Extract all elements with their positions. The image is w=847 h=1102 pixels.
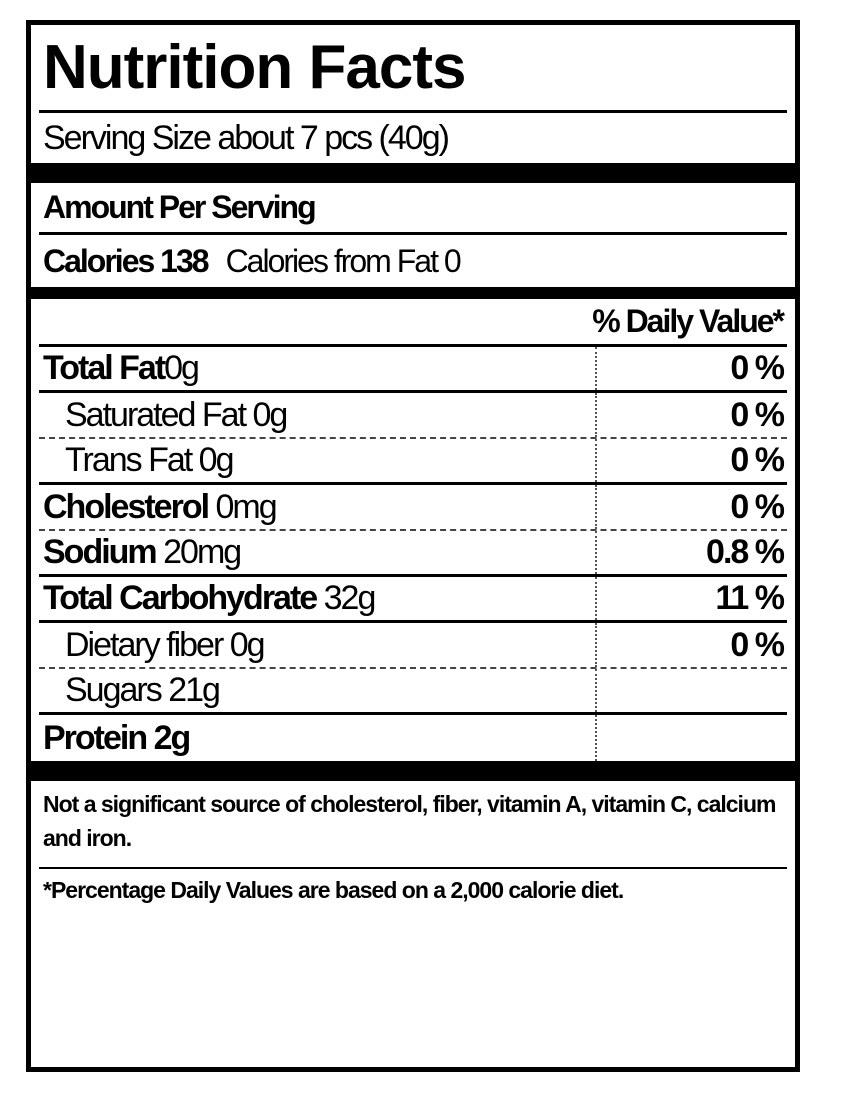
nutrient-amount: 32g xyxy=(323,579,377,617)
calories-row: Calories 138 Calories from Fat 0 xyxy=(39,235,787,287)
nutrient-amount: 0g xyxy=(229,625,266,664)
nutrient-row-dietary-fiber: Dietary fiber 0g 0 % xyxy=(39,623,787,669)
nutrient-amount: 21g xyxy=(168,671,221,709)
thick-divider-middle xyxy=(31,287,795,299)
serving-size: Serving Size about 7 pcs (40g) xyxy=(43,118,450,157)
nutrient-row-saturated-fat: Saturated Fat 0g 0 % xyxy=(39,393,787,439)
calories-from-fat: Calories from Fat 0 xyxy=(225,242,462,279)
daily-value-header: % Daily Value* xyxy=(39,299,787,347)
nutrition-facts-label: Nutrition Facts Serving Size about 7 pcs… xyxy=(26,20,800,1072)
nutrient-amount: 0g xyxy=(164,349,200,387)
nutrient-daily-value: 0 % xyxy=(730,487,785,526)
nutrient-row-sodium: Sodium 20mg 0.8 % xyxy=(39,531,787,577)
nutrient-name: Saturated Fat xyxy=(65,395,247,434)
nutrient-daily-value: 11 % xyxy=(715,579,785,617)
nutrient-amount: 0mg xyxy=(215,487,278,526)
footnote-daily-values: *Percentage Daily Values are based on a … xyxy=(43,877,624,903)
nutrient-daily-value: 0 % xyxy=(730,349,785,387)
label-title: Nutrition Facts xyxy=(39,25,787,113)
nutrient-name: Total Fat xyxy=(43,349,166,387)
nutrient-amount: 20mg xyxy=(163,533,242,571)
nutrient-name: Trans Fat xyxy=(65,441,193,479)
nutrient-name: Dietary fiber xyxy=(65,625,224,664)
nutrient-daily-value: 0 % xyxy=(730,395,785,434)
nutrient-row-sugars: Sugars 21g xyxy=(39,669,787,715)
nutrient-name: Sugars xyxy=(65,671,163,709)
calories: Calories 138 xyxy=(43,242,210,279)
nutrient-amount: 2g xyxy=(153,718,192,757)
nutrient-name: Total Carbohydrate xyxy=(43,579,318,617)
nutrient-daily-value: 0 % xyxy=(730,625,785,664)
nutrient-name: Sodium xyxy=(43,533,158,571)
thick-divider-bottom xyxy=(31,761,795,781)
amount-per-serving: Amount Per Serving xyxy=(39,183,787,235)
nutrient-row-trans-fat: Trans Fat 0g 0 % xyxy=(39,439,787,485)
nutrient-amount: 0g xyxy=(198,441,235,479)
nutrient-daily-value: 0 % xyxy=(730,441,785,479)
nutrient-amount: 0g xyxy=(252,395,288,434)
nutrient-row-total-fat: Total Fat 0g 0 % xyxy=(39,347,787,393)
nutrient-name: Cholesterol xyxy=(43,487,210,526)
footnote-not-significant: Not a significant source of cholesterol,… xyxy=(39,781,787,869)
nutrient-row-total-carbohydrate: Total Carbohydrate 32g 11 % xyxy=(39,577,787,623)
nutrient-daily-value: 0.8 % xyxy=(706,533,785,571)
nutrient-row-cholesterol: Cholesterol 0mg 0 % xyxy=(39,485,787,531)
nutrient-row-protein: Protein 2g xyxy=(39,715,787,761)
thick-divider-top xyxy=(31,163,795,183)
nutrient-name: Protein xyxy=(43,718,148,757)
